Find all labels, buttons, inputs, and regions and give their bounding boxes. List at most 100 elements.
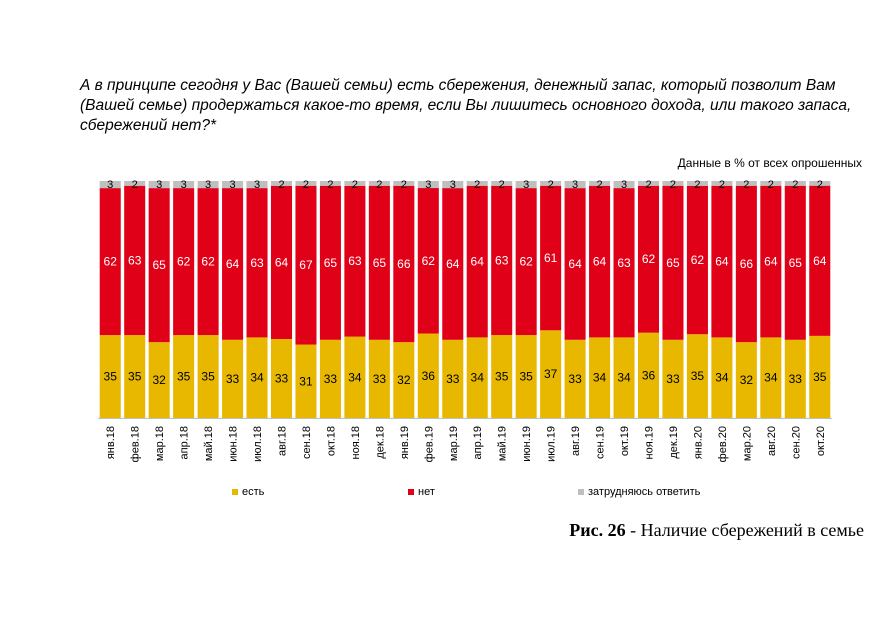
bar-segment-no [686,185,708,335]
data-label-hard: 2 [670,179,676,191]
x-tick-label: апр.18 [179,426,191,459]
bar-segment-hard [393,181,415,186]
bar-segment-hard [784,181,806,186]
bar-segment-hard [735,181,757,186]
data-label-yes: 37 [544,367,558,381]
x-tick-label: ноя.19 [644,426,656,459]
data-label-yes: 32 [740,373,754,387]
caption-label: Рис. 26 [569,520,626,540]
bar-segment-yes [735,342,757,418]
bar-segment-yes [197,335,219,418]
data-label-no: 64 [593,255,607,269]
x-tick-label: фев.18 [130,426,142,462]
data-label-hard: 2 [327,179,333,191]
bar-segment-yes [295,344,317,418]
legend-item-hard: затрудняюсь ответить [578,486,700,498]
data-label-yes: 34 [715,371,729,385]
data-label-no: 64 [813,254,827,268]
bar-segment-yes [222,339,244,418]
bar-segment-hard [197,181,219,189]
data-label-no: 62 [177,255,191,269]
x-tick-label: апр.19 [472,426,484,459]
x-tick-label: сен.20 [790,426,802,459]
bar-segment-hard [662,181,684,186]
data-label-hard: 2 [719,179,725,191]
bar-segment-yes [148,342,170,418]
x-tick-label: авг.20 [766,426,778,456]
bar-segment-hard [589,181,611,186]
legend-label-no: нет [418,486,435,498]
data-label-yes: 33 [568,372,582,386]
bar-segment-no [760,185,782,338]
data-label-no: 65 [666,256,680,270]
data-label-no: 64 [471,255,485,269]
bar-segment-hard [613,181,635,189]
data-label-hard: 3 [621,179,627,191]
data-label-no: 64 [226,257,240,271]
data-label-no: 66 [740,257,754,271]
bar-segment-no [148,188,170,343]
x-tick-label: июл.18 [252,426,264,462]
data-label-hard: 2 [597,179,603,191]
legend-item-no: нет [408,486,435,498]
data-label-yes: 36 [642,368,656,382]
bar-segment-yes [344,336,366,418]
data-label-hard: 2 [548,179,554,191]
data-label-no: 61 [544,251,558,265]
data-label-no: 64 [446,257,460,271]
bar-segment-no [735,185,757,343]
bar-segment-hard [99,181,121,189]
x-tick-label: май.19 [497,426,509,461]
bar-segment-hard [686,181,708,186]
bar-segment-yes [393,342,415,418]
bar-segment-yes [540,330,562,418]
data-label-no: 67 [299,258,313,272]
data-label-no: 63 [348,254,362,268]
bar-segment-hard [711,181,733,186]
data-label-no: 62 [104,255,118,269]
data-label-no: 63 [250,256,264,270]
bar-segment-hard [466,181,488,186]
bar-segment-yes [662,339,684,418]
bar-segment-yes [589,337,611,418]
data-label-yes: 33 [324,372,338,386]
bar-segment-hard [760,181,782,186]
data-label-yes: 32 [397,373,411,387]
data-label-hard: 2 [376,179,382,191]
bar-segment-no [222,188,244,340]
legend-swatch-yes [232,489,238,495]
data-label-yes: 35 [128,370,142,384]
bar-segment-hard [442,181,464,189]
bar-segment-yes [711,337,733,418]
survey-question: А в принципе сегодня у Вас (Вашей семьи)… [80,77,852,134]
data-label-no: 64 [715,255,729,269]
caption-text: - Наличие сбережений в семье [625,520,864,540]
bar-segment-yes [124,335,146,418]
data-label-hard: 3 [205,179,211,191]
bar-segment-no [270,185,293,339]
bar-segment-no [809,185,831,336]
bar-segment-no [711,185,733,338]
bar-segment-hard [295,181,317,186]
bar-segment-hard [344,181,366,186]
bar-segment-no [491,185,513,336]
data-label-hard: 3 [425,179,431,191]
bar-segment-no [540,185,562,331]
bar-segment-hard [124,181,146,186]
bar-segment-hard [809,181,831,186]
data-label-yes: 35 [495,370,509,384]
data-label-yes: 33 [666,372,680,386]
bar-segment-no [295,185,317,345]
bar-segment-yes [491,335,513,418]
data-label-no: 62 [691,253,705,267]
data-label-hard: 2 [694,179,700,191]
bar-segment-yes [173,335,195,418]
bar-segment-no [124,185,146,336]
data-label-yes: 33 [446,372,460,386]
bar-segment-hard [564,181,586,189]
data-label-hard: 2 [768,179,774,191]
data-note: Данные в % от всех опрошенных [677,156,862,170]
x-tick-label: ноя.18 [350,426,362,459]
data-label-hard: 3 [156,179,162,191]
data-label-no: 62 [422,254,436,268]
